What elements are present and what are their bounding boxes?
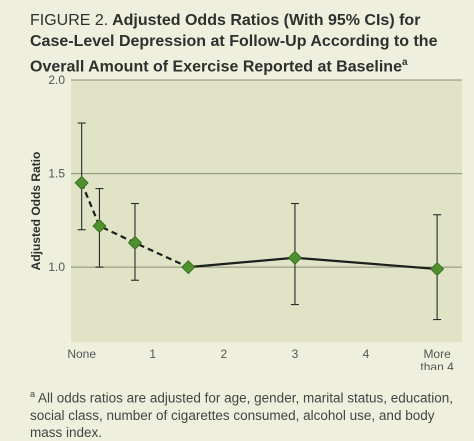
- data-point-marker: [181, 260, 196, 275]
- figure-label: FIGURE 2.: [30, 12, 109, 29]
- footnote-ref-marker: a: [401, 57, 408, 68]
- footnote: a All odds ratios are adjusted for age, …: [30, 386, 466, 441]
- series-line-dashed: [80, 182, 189, 269]
- x-tick-label: 3: [292, 347, 299, 361]
- plot-area: [71, 80, 462, 342]
- y-tick-label: 2.0: [48, 73, 65, 87]
- x-tick-label: None: [67, 347, 96, 361]
- figure-title-text: Adjusted Odds Ratios (With 95% CIs) for …: [30, 12, 438, 76]
- figure-title: FIGURE 2. Adjusted Odds Ratios (With 95%…: [30, 10, 466, 77]
- x-tick-label: More than 4: [420, 347, 454, 370]
- footnote-text: All odds ratios are adjusted for age, ge…: [30, 390, 454, 440]
- x-tick-label: 1: [149, 347, 156, 361]
- y-axis-title: Adjusted Odds Ratio: [29, 152, 43, 271]
- data-point-marker: [127, 235, 143, 250]
- data-point-marker: [287, 250, 303, 265]
- x-tick-label: 2: [221, 347, 228, 361]
- data-point-marker: [74, 175, 89, 190]
- x-tick-label: 4: [363, 347, 370, 361]
- y-tick-label: 1.5: [48, 167, 65, 181]
- y-tick-label: 1.0: [48, 260, 65, 274]
- data-point-marker: [92, 218, 107, 234]
- footnote-marker: a: [30, 389, 36, 399]
- data-point-marker: [430, 261, 445, 277]
